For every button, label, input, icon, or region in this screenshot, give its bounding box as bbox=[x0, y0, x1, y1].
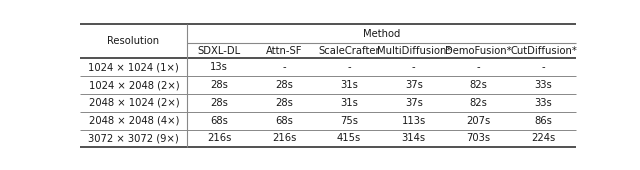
Text: 86s: 86s bbox=[534, 116, 552, 126]
Text: 33s: 33s bbox=[534, 80, 552, 90]
Text: CutDiffusion*: CutDiffusion* bbox=[510, 46, 577, 56]
Text: 28s: 28s bbox=[210, 80, 228, 90]
Text: 2048 × 1024 (2×): 2048 × 1024 (2×) bbox=[88, 98, 179, 108]
Text: ScaleCrafter: ScaleCrafter bbox=[318, 46, 380, 56]
Text: MultiDiffusion*: MultiDiffusion* bbox=[376, 46, 451, 56]
Text: Resolution: Resolution bbox=[108, 36, 159, 46]
Text: 207s: 207s bbox=[467, 116, 491, 126]
Text: 216s: 216s bbox=[207, 133, 231, 143]
Text: DemoFusion*: DemoFusion* bbox=[445, 46, 512, 56]
Text: 31s: 31s bbox=[340, 98, 358, 108]
Text: 703s: 703s bbox=[467, 133, 491, 143]
Text: 13s: 13s bbox=[210, 62, 228, 72]
Text: Attn-SF: Attn-SF bbox=[266, 46, 302, 56]
Text: 3072 × 3072 (9×): 3072 × 3072 (9×) bbox=[88, 133, 179, 143]
Text: SDXL-DL: SDXL-DL bbox=[198, 46, 241, 56]
Text: 2048 × 2048 (4×): 2048 × 2048 (4×) bbox=[89, 116, 179, 126]
Text: 82s: 82s bbox=[470, 80, 488, 90]
Text: 37s: 37s bbox=[405, 98, 422, 108]
Text: 28s: 28s bbox=[275, 98, 293, 108]
Text: 216s: 216s bbox=[272, 133, 296, 143]
Text: 82s: 82s bbox=[470, 98, 488, 108]
Text: -: - bbox=[477, 62, 481, 72]
Text: 113s: 113s bbox=[402, 116, 426, 126]
Text: 33s: 33s bbox=[534, 98, 552, 108]
Text: 1024 × 2048 (2×): 1024 × 2048 (2×) bbox=[88, 80, 179, 90]
Text: 31s: 31s bbox=[340, 80, 358, 90]
Text: 224s: 224s bbox=[531, 133, 556, 143]
Text: -: - bbox=[541, 62, 545, 72]
Text: -: - bbox=[347, 62, 351, 72]
Text: 28s: 28s bbox=[210, 98, 228, 108]
Text: 314s: 314s bbox=[402, 133, 426, 143]
Text: Method: Method bbox=[363, 29, 400, 39]
Text: 37s: 37s bbox=[405, 80, 422, 90]
Text: 68s: 68s bbox=[210, 116, 228, 126]
Text: -: - bbox=[412, 62, 415, 72]
Text: -: - bbox=[282, 62, 286, 72]
Text: 28s: 28s bbox=[275, 80, 293, 90]
Text: 68s: 68s bbox=[275, 116, 293, 126]
Text: 1024 × 1024 (1×): 1024 × 1024 (1×) bbox=[88, 62, 179, 72]
Text: 415s: 415s bbox=[337, 133, 361, 143]
Text: 75s: 75s bbox=[340, 116, 358, 126]
